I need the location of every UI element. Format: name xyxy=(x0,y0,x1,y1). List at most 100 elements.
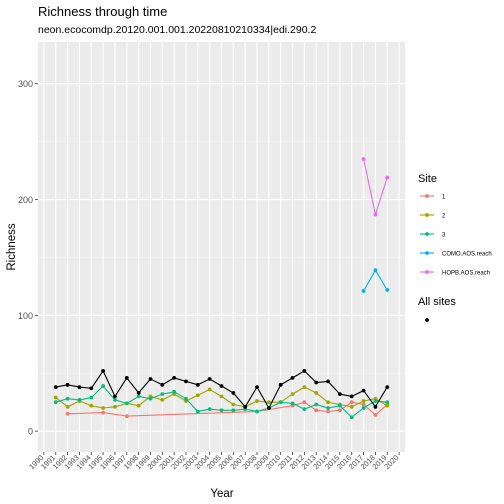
data-point xyxy=(361,399,366,403)
data-point xyxy=(302,385,307,390)
legend-label: 1 xyxy=(442,195,446,201)
data-point xyxy=(385,175,390,180)
data-point xyxy=(278,382,283,387)
data-point xyxy=(77,397,82,402)
data-point xyxy=(101,406,106,410)
data-point xyxy=(349,404,354,409)
legend-key-point xyxy=(425,213,429,217)
data-point xyxy=(337,403,342,408)
data-point xyxy=(337,392,342,396)
data-point xyxy=(136,403,141,408)
data-point xyxy=(255,385,259,390)
data-point xyxy=(136,391,141,395)
data-point xyxy=(361,289,366,293)
data-point xyxy=(266,406,271,410)
legend-key-point xyxy=(425,270,429,274)
data-point xyxy=(65,396,70,401)
data-point xyxy=(278,400,283,405)
data-point xyxy=(255,409,259,414)
data-point xyxy=(124,414,129,418)
data-point xyxy=(302,400,307,405)
legend-title-all-sites: All sites xyxy=(418,296,456,308)
y-axis-label: Richness xyxy=(6,223,18,271)
data-point xyxy=(349,394,354,399)
data-point xyxy=(207,377,212,381)
data-point xyxy=(101,384,106,388)
legend-title: Site xyxy=(418,173,437,185)
data-point xyxy=(314,402,319,407)
chart-title: Richness through time xyxy=(38,4,168,19)
chart-subtitle: neon.ecocomdp.20120.001.001.202208102103… xyxy=(38,24,317,36)
data-point xyxy=(219,384,224,388)
data-point xyxy=(172,375,177,380)
data-point xyxy=(361,406,366,410)
data-point xyxy=(160,397,165,402)
data-point xyxy=(385,403,390,408)
data-point xyxy=(53,385,58,390)
legend-label: HOPB.AOS.reach xyxy=(442,271,490,277)
data-point xyxy=(361,402,366,407)
data-point xyxy=(326,409,330,414)
data-point xyxy=(290,375,295,380)
data-point xyxy=(101,369,106,373)
axes: 0100200300199019911992199319941995199619… xyxy=(18,79,401,471)
data-point xyxy=(266,400,271,405)
data-point xyxy=(373,404,378,409)
data-point xyxy=(160,382,165,387)
data-point xyxy=(219,408,224,413)
data-point xyxy=(89,386,94,391)
data-point xyxy=(124,375,129,380)
data-point xyxy=(231,391,236,395)
data-point xyxy=(101,410,106,415)
data-point xyxy=(361,388,366,393)
data-point xyxy=(148,377,153,381)
legend-key-point xyxy=(425,251,429,255)
data-point xyxy=(89,403,94,408)
data-point xyxy=(385,385,390,390)
data-point xyxy=(243,404,248,409)
data-point xyxy=(290,392,295,396)
grid-lines xyxy=(38,42,405,452)
data-point xyxy=(65,382,70,387)
data-point xyxy=(113,394,117,399)
data-point xyxy=(373,413,378,417)
data-point xyxy=(195,409,200,414)
data-point xyxy=(385,400,390,405)
data-point xyxy=(207,387,212,392)
data-point xyxy=(148,396,153,401)
data-point xyxy=(219,394,224,399)
data-point xyxy=(314,391,319,395)
data-point xyxy=(160,392,165,396)
data-point xyxy=(349,415,354,420)
data-point xyxy=(184,379,188,384)
legend-label: COMO.AOS.reach xyxy=(442,252,492,258)
data-point xyxy=(113,404,117,409)
data-point xyxy=(373,268,378,273)
legend-key-point xyxy=(425,194,429,198)
data-point xyxy=(231,408,236,413)
data-point xyxy=(184,396,188,401)
data-point xyxy=(231,402,236,407)
series-layer xyxy=(53,157,390,420)
data-point xyxy=(385,287,390,292)
data-point xyxy=(361,157,366,161)
x-axis-label: Year xyxy=(210,488,233,500)
data-point xyxy=(349,400,354,405)
data-point xyxy=(337,408,342,413)
legend-label: 3 xyxy=(442,233,446,239)
data-point xyxy=(302,407,307,412)
legend-key-point xyxy=(425,232,429,236)
data-point xyxy=(195,382,200,387)
data-point xyxy=(326,379,330,384)
data-point xyxy=(326,400,330,405)
data-point xyxy=(172,389,177,394)
data-point xyxy=(53,400,58,405)
data-point xyxy=(290,401,295,406)
data-point xyxy=(373,212,378,217)
data-point xyxy=(207,407,212,412)
y-tick-label: 0 xyxy=(28,427,33,437)
data-point xyxy=(124,401,129,406)
legend: Site 1 2 3 COMO.AOS.reach HOPB.AOS.reach All s… xyxy=(418,173,492,322)
data-point xyxy=(65,411,70,416)
